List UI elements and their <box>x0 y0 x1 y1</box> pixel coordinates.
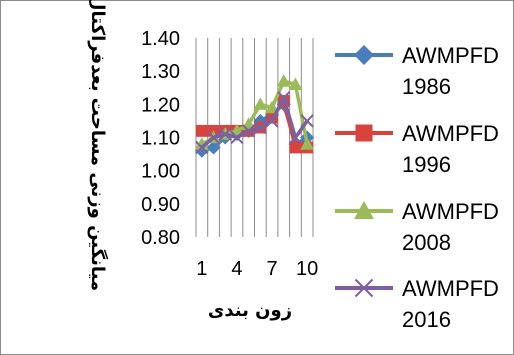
x-tick-label: 7 <box>266 258 277 280</box>
data-point <box>300 137 315 150</box>
data-point <box>300 114 314 128</box>
y-tick-label: 1.00 <box>141 161 180 183</box>
y-tick-label: 0.80 <box>141 227 180 249</box>
legend-label: AWMPFD <box>402 121 499 146</box>
data-point <box>195 124 208 137</box>
y-axis-label: میانگین وزنی مساحت بعدفراکتال <box>87 0 109 291</box>
legend-item: AWMPFD 1986 <box>335 43 499 99</box>
series-2016 <box>195 91 314 155</box>
y-tick-label: 0.90 <box>141 194 180 216</box>
data-point <box>253 120 268 135</box>
data-point <box>253 97 268 110</box>
data-point <box>354 201 374 219</box>
legend: AWMPFD 1986 AWMPFD 1996 AWMPFD 2008 AWMPFD 2016 <box>335 43 499 332</box>
legend-year: 1986 <box>402 74 451 99</box>
data-point <box>218 127 232 141</box>
data-point <box>288 130 303 145</box>
y-tick-label: 1.40 <box>141 28 180 50</box>
data-point <box>277 91 291 105</box>
series-line <box>200 95 309 149</box>
data-point <box>354 45 374 65</box>
y-tick-label: 1.30 <box>141 61 180 83</box>
data-point <box>195 140 209 155</box>
legend-label: AWMPFD <box>402 276 499 301</box>
y-tick-label: 1.10 <box>141 128 180 150</box>
series-layer <box>194 74 315 158</box>
x-tick-label: 1 <box>196 258 207 280</box>
x-axis-label: زون بندی <box>208 300 292 321</box>
data-point <box>288 77 303 91</box>
legend-item: AWMPFD 2016 <box>335 276 499 332</box>
data-point <box>230 130 244 145</box>
x-axis-tick-labels: 1 4 7 10 <box>196 258 318 280</box>
legend-year: 1996 <box>402 152 451 177</box>
y-tick-label: 1.20 <box>141 94 180 116</box>
legend-item: AWMPFD 1996 <box>335 121 499 177</box>
data-point <box>206 130 221 145</box>
data-point <box>265 114 279 128</box>
legend-label: AWMPFD <box>402 43 499 68</box>
legend-year: 2016 <box>402 307 451 332</box>
data-point <box>354 278 374 298</box>
data-point <box>289 141 302 154</box>
data-point <box>241 124 256 138</box>
legend-item: AWMPFD 2008 <box>335 199 499 255</box>
data-point <box>206 140 221 155</box>
legend-year: 2008 <box>402 230 451 255</box>
x-tick-label: 4 <box>231 258 242 280</box>
data-point <box>355 124 373 142</box>
x-tick-label: 10 <box>296 258 318 280</box>
data-point <box>276 74 291 87</box>
legend-label: AWMPFD <box>402 199 499 224</box>
y-axis-tick-labels: 1.40 1.30 1.20 1.10 1.00 0.90 0.80 <box>141 28 180 249</box>
